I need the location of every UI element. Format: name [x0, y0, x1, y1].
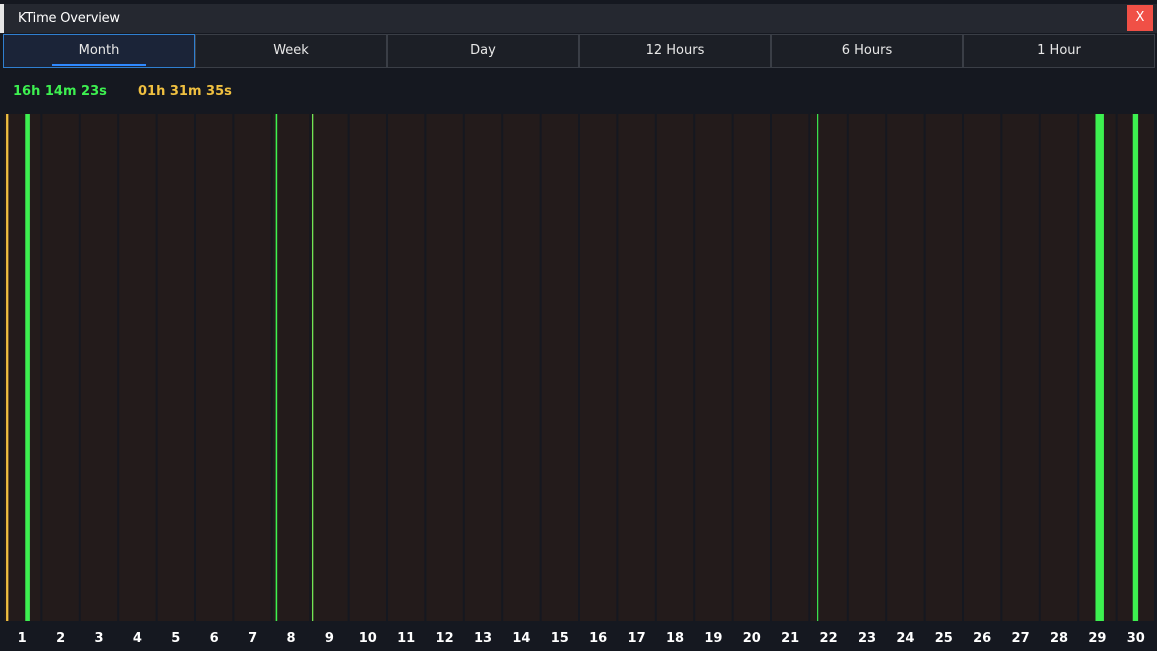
- day-label-28: 28: [1050, 631, 1068, 646]
- day-label-20: 20: [743, 631, 761, 646]
- day-column-19: [695, 114, 732, 621]
- idle-time-total: 01h 31m 35s: [138, 84, 232, 99]
- tab-label: 1 Hour: [1037, 43, 1081, 58]
- tab-week[interactable]: Week: [195, 34, 387, 68]
- day-label-25: 25: [935, 631, 953, 646]
- day-label-21: 21: [781, 631, 799, 646]
- day-label-9: 9: [325, 631, 334, 646]
- day-column-8: [272, 114, 310, 621]
- day-label-14: 14: [512, 631, 530, 646]
- day-column-1: [4, 114, 41, 621]
- day-label-3: 3: [94, 631, 103, 646]
- activity-bar-day-29-5: [1095, 114, 1104, 621]
- day-label-13: 13: [474, 631, 492, 646]
- tab-label: 12 Hours: [645, 43, 705, 58]
- activity-bar-day-22-4: [817, 114, 819, 621]
- day-label-19: 19: [704, 631, 722, 646]
- activity-bar-day-8-2: [275, 114, 278, 621]
- tab-12-hours[interactable]: 12 Hours: [579, 34, 771, 68]
- day-label-10: 10: [359, 631, 377, 646]
- day-column-10: [349, 114, 386, 621]
- day-column-22: [810, 114, 847, 621]
- active-tab-indicator: [52, 64, 146, 66]
- day-label-16: 16: [589, 631, 607, 646]
- day-column-6: [196, 114, 233, 621]
- day-column-23: [848, 114, 886, 621]
- day-column-17: [618, 114, 655, 621]
- day-column-26: [964, 114, 1001, 621]
- tab-label: Day: [470, 43, 496, 58]
- activity-bar-day-9-3: [312, 114, 314, 621]
- tab-1-hour[interactable]: 1 Hour: [963, 34, 1155, 68]
- day-label-15: 15: [551, 631, 569, 646]
- day-label-17: 17: [628, 631, 646, 646]
- day-label-2: 2: [56, 631, 65, 646]
- day-label-18: 18: [666, 631, 684, 646]
- day-column-16: [580, 114, 617, 621]
- day-label-8: 8: [286, 631, 295, 646]
- monthly-activity-chart: 1 2 3 4 5 6 7 8 9 10 11 12 13 14 15 16 17 18 19 20 21 22 23 24 2…: [4, 114, 1154, 646]
- day-column-2: [42, 114, 79, 621]
- day-column-9: [311, 114, 348, 621]
- day-label-23: 23: [858, 631, 876, 646]
- day-label-26: 26: [973, 631, 991, 646]
- day-column-25: [925, 114, 962, 621]
- day-label-4: 4: [133, 631, 142, 646]
- activity-bar-day-30-6: [1132, 114, 1139, 621]
- day-column-5: [157, 114, 194, 621]
- day-label-1: 1: [18, 631, 27, 646]
- day-column-21: [772, 114, 809, 621]
- day-column-3: [80, 114, 118, 621]
- day-column-13: [464, 114, 502, 621]
- day-label-27: 27: [1012, 631, 1030, 646]
- tab-label: 6 Hours: [841, 43, 893, 58]
- tab-label: Month: [78, 43, 120, 58]
- day-column-15: [541, 114, 578, 621]
- day-label-5: 5: [171, 631, 180, 646]
- tab-label: Week: [273, 43, 309, 58]
- day-column-28: [1040, 114, 1078, 621]
- active-time-total: 16h 14m 23s: [13, 84, 107, 99]
- day-label-7: 7: [248, 631, 257, 646]
- tab-6-hours[interactable]: 6 Hours: [771, 34, 963, 68]
- day-label-30: 30: [1127, 631, 1145, 646]
- time-summary: 16h 14m 23s 01h 31m 35s: [0, 69, 1157, 114]
- day-label-12: 12: [436, 631, 454, 646]
- tab-day[interactable]: Day: [387, 34, 579, 68]
- window-title: KTime Overview: [18, 11, 120, 26]
- day-label-24: 24: [896, 631, 914, 646]
- day-column-4: [119, 114, 156, 621]
- day-label-22: 22: [820, 631, 838, 646]
- day-column-27: [1002, 114, 1039, 621]
- close-button[interactable]: X: [1127, 5, 1153, 31]
- activity-bar-day-1-0: [6, 114, 9, 621]
- day-column-18: [656, 114, 694, 621]
- activity-bar-day-1-1: [25, 114, 30, 621]
- title-bar: KTime Overview: [0, 4, 1157, 33]
- day-column-12: [426, 114, 463, 621]
- day-column-11: [388, 114, 425, 621]
- day-column-20: [733, 114, 770, 621]
- time-range-tabs: Month Week Day 12 Hours 6 Hours 1 Hour: [3, 34, 1155, 68]
- day-column-14: [503, 114, 540, 621]
- day-label-11: 11: [397, 631, 415, 646]
- day-label-6: 6: [210, 631, 219, 646]
- tab-month[interactable]: Month: [3, 34, 195, 68]
- day-column-7: [234, 114, 271, 621]
- day-label-29: 29: [1088, 631, 1106, 646]
- day-column-24: [887, 114, 924, 621]
